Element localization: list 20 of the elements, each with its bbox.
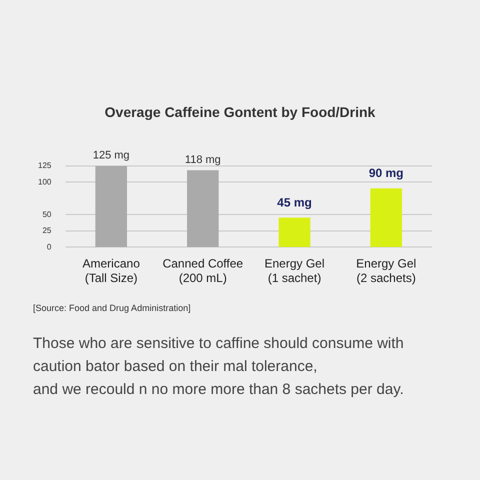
y-tick-label: 0: [46, 242, 52, 252]
x-tick-label: Canned Coffee (200 mL): [162, 256, 244, 286]
bar: [187, 170, 219, 248]
bar: [278, 218, 310, 248]
data-label: 118 mg: [184, 154, 221, 166]
y-tick-label: 100: [38, 177, 52, 186]
chart-title: Overage Caffeine Gontent by Food/Drink: [104, 104, 376, 120]
y-tick-label: 50: [42, 210, 52, 219]
bar: [370, 188, 402, 248]
x-tick-label: Energy Gel (2 sachets): [356, 256, 416, 286]
data-label: 125 mg: [92, 150, 130, 162]
x-tick-label: Energy Gel (1 sachet): [264, 256, 325, 286]
data-label: 90 mg: [368, 166, 404, 180]
y-tick-label: 125: [38, 161, 52, 170]
data-label: 45 mg: [277, 195, 312, 210]
text: Those who are sensitive to caffine should consume with caution bator based on their mal tolerance, and we recould n no more more than 8 sachets per day.: [33, 334, 405, 400]
y-tick-label: 25: [42, 226, 52, 236]
x-tick-label: Americano (Tall Size): [82, 256, 140, 286]
text: [Source: Food and Drug Administration]: [33, 303, 191, 313]
bar: [95, 166, 128, 248]
